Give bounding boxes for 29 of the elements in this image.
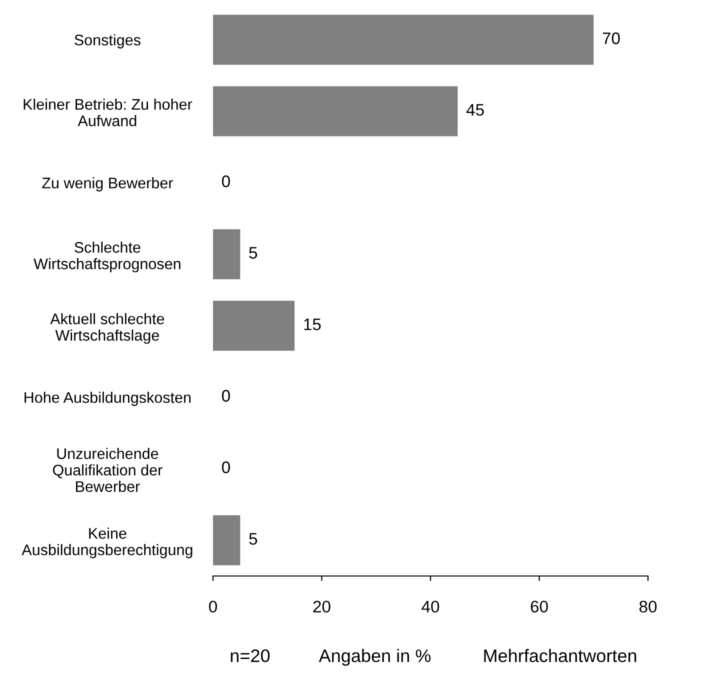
text: Angaben in % bbox=[318, 648, 431, 666]
y-tick-label: Sonstiges bbox=[74, 34, 140, 48]
data-label: 15 bbox=[304, 318, 321, 330]
text: n=20 bbox=[230, 649, 270, 662]
y-tick-label: Keine Ausbildungsberechtigung bbox=[22, 528, 192, 558]
data-label: 5 bbox=[249, 247, 258, 259]
bar bbox=[213, 229, 240, 280]
data-label: 70 bbox=[602, 32, 620, 44]
text: Mehrfachantworten bbox=[484, 648, 636, 662]
data-label: 0 bbox=[222, 175, 230, 188]
data-label: 0 bbox=[222, 461, 230, 474]
y-tick-label: Hohe Ausbildungskosten bbox=[24, 392, 191, 406]
x-tick-label: 80 bbox=[639, 600, 657, 613]
bar bbox=[213, 86, 458, 136]
x-tick-label: 20 bbox=[313, 600, 330, 613]
data-label: 5 bbox=[249, 533, 258, 545]
data-label: 0 bbox=[222, 390, 230, 402]
x-tick-label: 40 bbox=[422, 600, 440, 613]
x-tick-label: 0 bbox=[209, 600, 217, 613]
x-tick-label: 60 bbox=[530, 600, 548, 613]
y-tick-label: Zu wenig Bewerber bbox=[42, 177, 174, 192]
bar bbox=[213, 300, 295, 351]
y-tick-label: Unzureichende Qualifikation der Bewerber bbox=[52, 448, 162, 492]
data-label: 45 bbox=[466, 104, 484, 116]
bar bbox=[213, 515, 240, 566]
y-tick-label: Kleiner Betrieb: Zu hoher Aufwand bbox=[24, 98, 192, 126]
bar bbox=[213, 14, 594, 65]
y-tick-label: Aktuell schlechte Wirtschaftslage bbox=[50, 313, 164, 344]
y-tick-label: Schlechte Wirtschaftsprognosen bbox=[34, 242, 180, 272]
